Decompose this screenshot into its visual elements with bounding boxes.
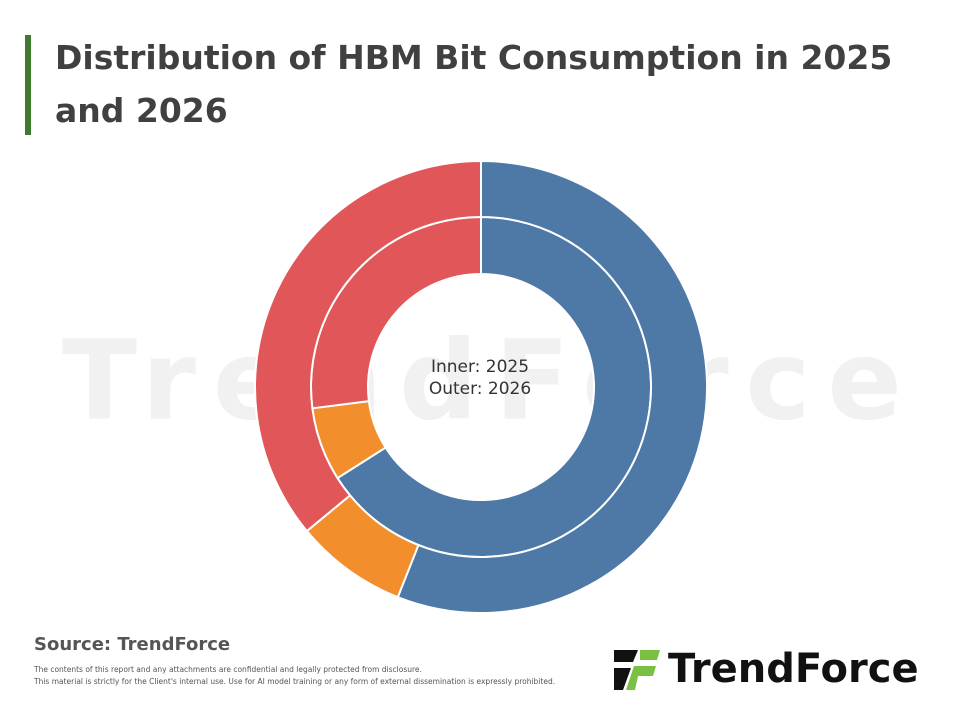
source: Source: TrendForce xyxy=(34,634,230,655)
center-label: Inner: 2025 xyxy=(431,357,529,377)
donut-slice xyxy=(396,159,708,614)
disclaimer: The contents of this report and any atta… xyxy=(33,665,422,674)
chart-title: Distribution of HBM Bit Consumption in 2… xyxy=(55,38,892,130)
center-label: Outer: 2026 xyxy=(429,379,531,399)
donut xyxy=(254,159,708,614)
logo-icon xyxy=(614,650,660,690)
donut-slice xyxy=(254,159,482,533)
logo-text: TrendForce xyxy=(668,646,919,692)
title-accent xyxy=(25,35,31,135)
disclaimer: This material is strictly for the Client… xyxy=(33,677,555,686)
